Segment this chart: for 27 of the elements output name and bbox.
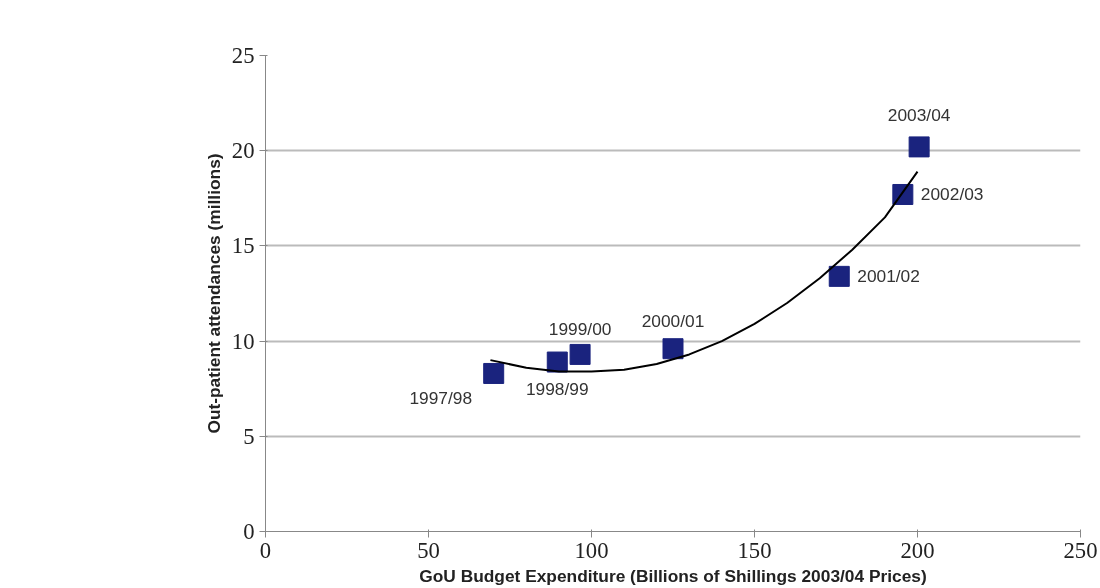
x-tick-label: 0	[259, 537, 272, 563]
y-axis-title: Out-patient attendances (millions)	[203, 153, 224, 434]
x-axis-title: GoU Budget Expenditure (Billions of Shillings 2003/04 Prices)	[419, 565, 927, 586]
annotation: 2002/03	[920, 184, 984, 205]
annotation: 2000/01	[641, 310, 705, 331]
y-tick-label: 0	[243, 519, 255, 544]
y-tick-label: 15	[231, 233, 255, 259]
x-tick-label: 200	[900, 537, 935, 563]
annotation: 1998/99	[525, 379, 589, 400]
x-tick-label: 100	[574, 537, 609, 563]
annotation: 1999/00	[548, 319, 612, 340]
annotation: 1997/98	[409, 388, 473, 409]
y-tick-label: 10	[231, 328, 255, 354]
point	[908, 136, 930, 158]
annotation: 2001/02	[857, 266, 920, 287]
point	[828, 265, 850, 287]
point	[569, 343, 591, 365]
point	[546, 351, 568, 373]
y-tick-label: 25	[231, 43, 255, 68]
point	[483, 362, 505, 384]
point	[662, 338, 684, 360]
annotation: 2003/04	[887, 104, 951, 125]
x-tick-label: 50	[417, 537, 440, 563]
x-tick-label: 250	[1063, 537, 1098, 563]
x-tick-label: 150	[737, 537, 772, 563]
y-tick-label: 5	[243, 423, 255, 449]
y-tick-label: 20	[231, 138, 255, 164]
